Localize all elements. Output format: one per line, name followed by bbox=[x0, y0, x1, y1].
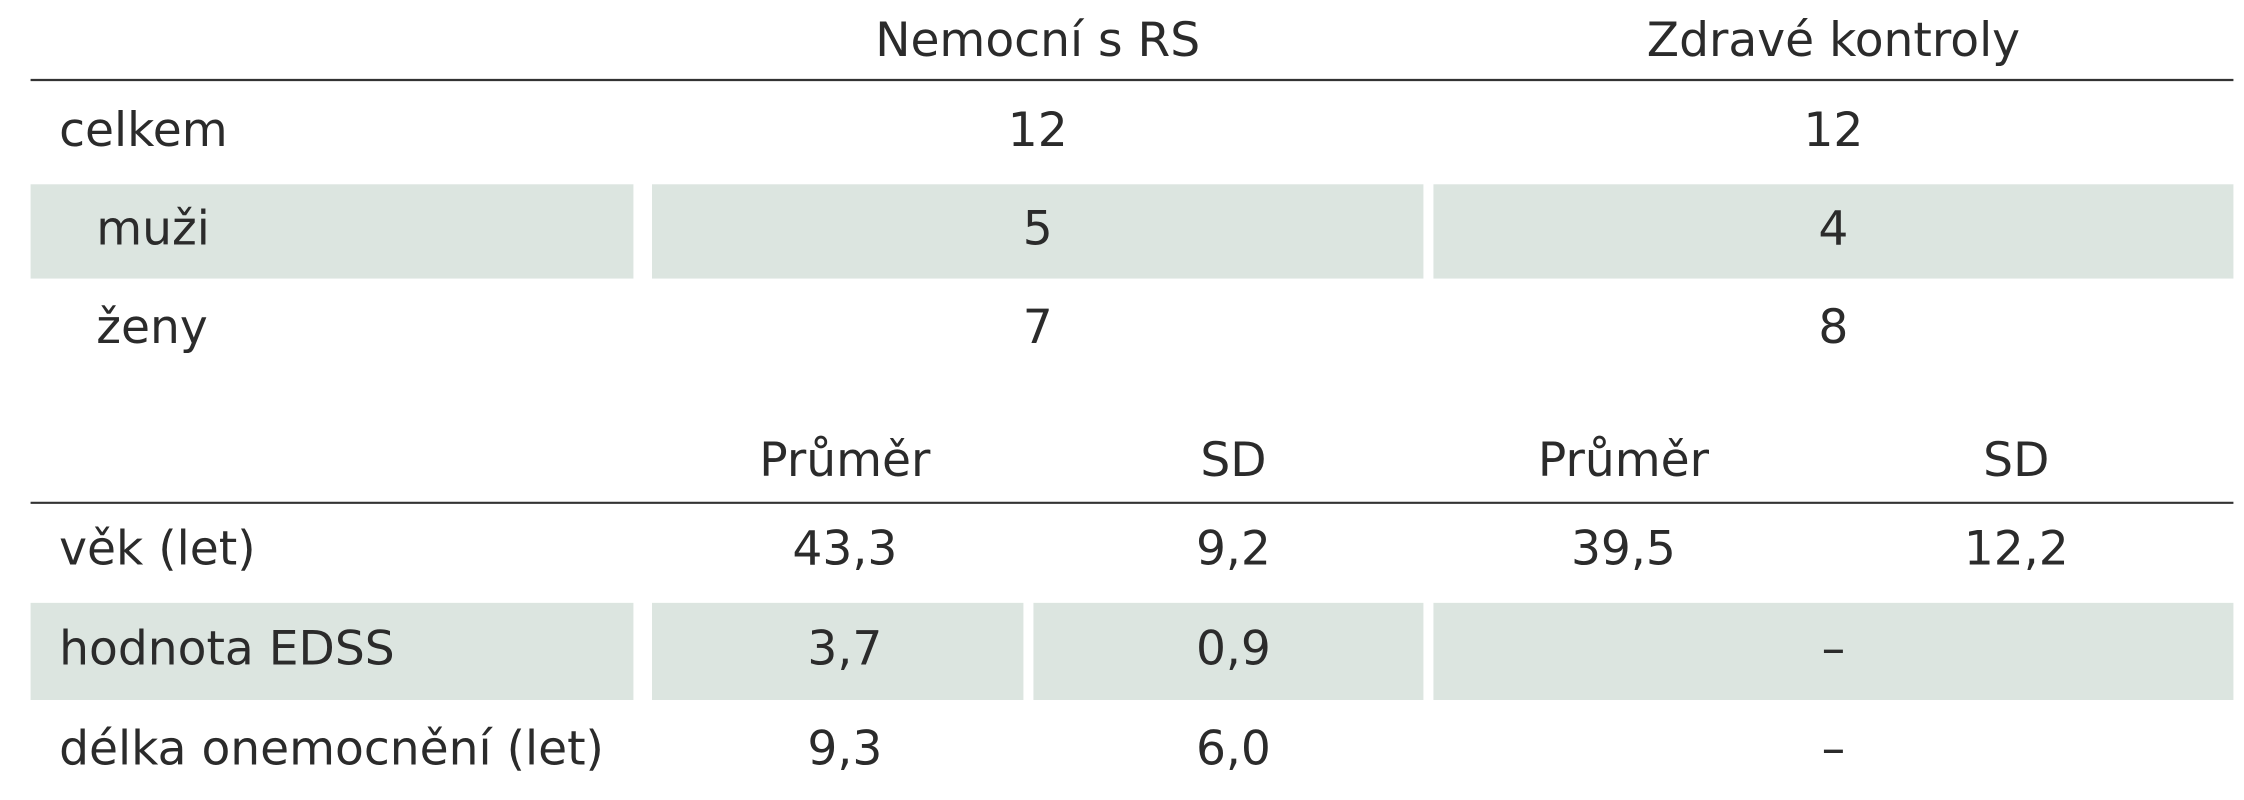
cell: 9,2 bbox=[1196, 521, 1271, 576]
cell: 3,7 bbox=[807, 621, 882, 676]
row-shade bbox=[1033, 602, 1424, 700]
column-header: Průměr bbox=[759, 433, 931, 488]
cell: 4 bbox=[1818, 201, 1848, 256]
cell: 43,3 bbox=[792, 521, 897, 576]
row-shade bbox=[1433, 602, 2234, 700]
cell: 8 bbox=[1818, 300, 1848, 355]
row-shade bbox=[30, 602, 634, 700]
row-shade bbox=[1433, 184, 2234, 279]
cell: 12 bbox=[1008, 103, 1068, 158]
row-label: délka onemocnění (let) bbox=[59, 721, 604, 776]
cell: 6,0 bbox=[1196, 721, 1271, 776]
cell: 12,2 bbox=[1964, 521, 2069, 576]
cell: 7 bbox=[1023, 300, 1053, 355]
cell: – bbox=[1822, 621, 1846, 676]
column-header: Průměr bbox=[1538, 433, 1710, 488]
cell: 0,9 bbox=[1196, 621, 1271, 676]
column-header: SD bbox=[1200, 433, 1266, 488]
cell: 5 bbox=[1023, 201, 1053, 256]
column-header: Zdravé kontroly bbox=[1647, 13, 2020, 68]
row-shade bbox=[652, 602, 1024, 700]
cell: – bbox=[1822, 721, 1846, 776]
row-label: věk (let) bbox=[59, 521, 256, 576]
row-shade bbox=[652, 184, 1424, 279]
row-label: ženy bbox=[96, 300, 207, 355]
row-label: muži bbox=[96, 201, 210, 256]
row-label: hodnota EDSS bbox=[59, 621, 395, 676]
row-label: celkem bbox=[59, 103, 228, 158]
column-header: SD bbox=[1983, 433, 2049, 488]
row-shade bbox=[30, 184, 634, 279]
cell: 12 bbox=[1803, 103, 1863, 158]
cell: 9,3 bbox=[807, 721, 882, 776]
cell: 39,5 bbox=[1571, 521, 1676, 576]
column-header: Nemocní s RS bbox=[875, 13, 1200, 68]
